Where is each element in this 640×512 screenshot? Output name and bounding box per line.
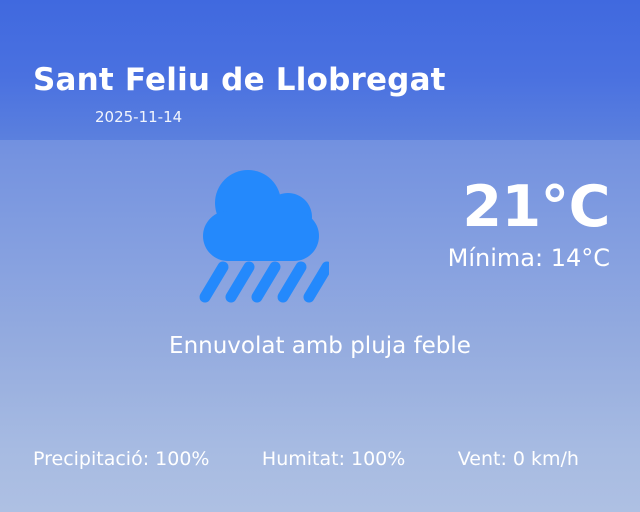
stats-row: Precipitació: 100% Humitat: 100% Vent: 0… — [33, 447, 579, 471]
stat-wind: Vent: 0 km/h — [457, 448, 579, 470]
temperature-block: 21°C Mínima: 14°C — [447, 174, 611, 272]
rain-cloud-icon — [193, 163, 329, 305]
weather-description: Ennuvolat amb pluja feble — [169, 333, 471, 359]
header-band: Sant Feliu de Llobregat 2025-11-14 — [0, 0, 640, 140]
minimum-temperature: Mínima: 14°C — [447, 244, 610, 272]
date-label: 2025-11-14 — [95, 108, 183, 126]
current-temperature: 21°C — [462, 174, 610, 240]
stat-precipitation: Precipitació: 100% — [33, 448, 210, 470]
page-title: Sant Feliu de Llobregat — [33, 62, 446, 98]
stat-humidity: Humitat: 100% — [261, 448, 406, 470]
